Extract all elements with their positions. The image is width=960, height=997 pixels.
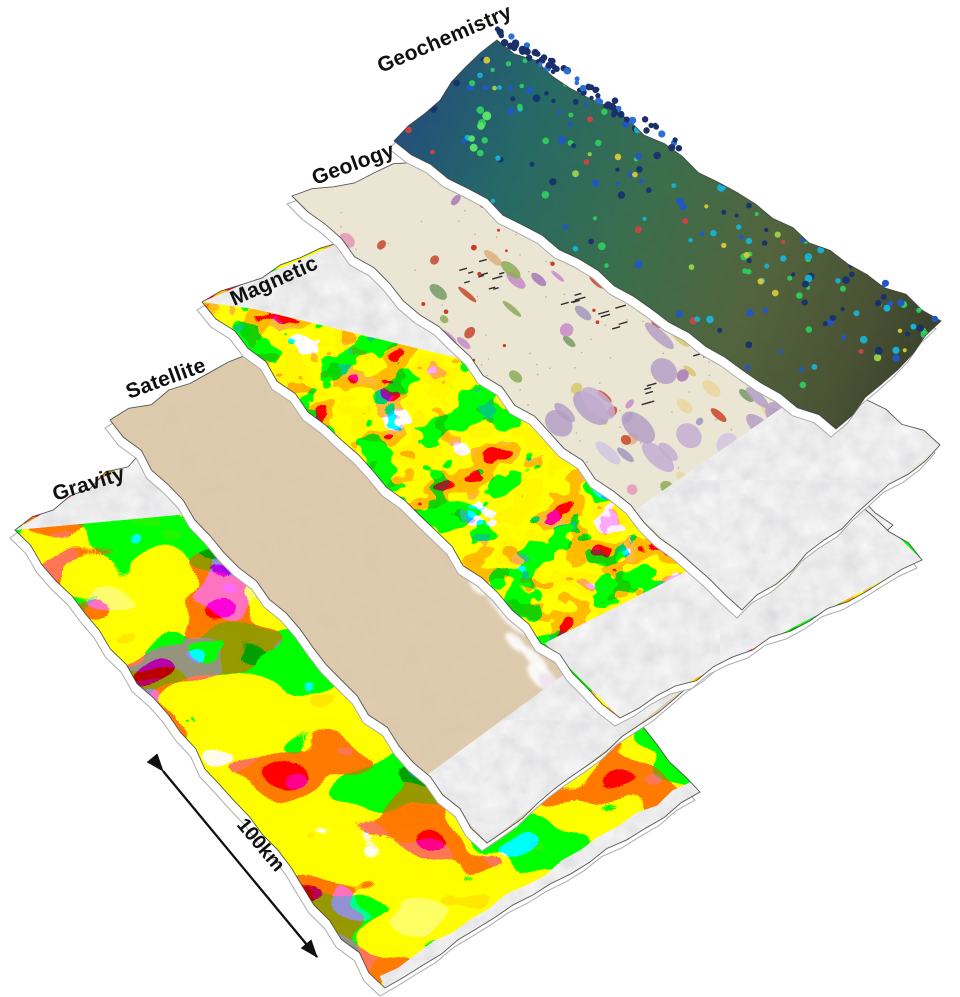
sheet-geology	[286, 139, 941, 619]
geochem-sample-points-spill	[494, 26, 939, 335]
scale-arrow-icon	[146, 753, 318, 958]
sheet-surface-geology	[292, 140, 940, 610]
stacked-map-sheets	[9, 26, 942, 997]
